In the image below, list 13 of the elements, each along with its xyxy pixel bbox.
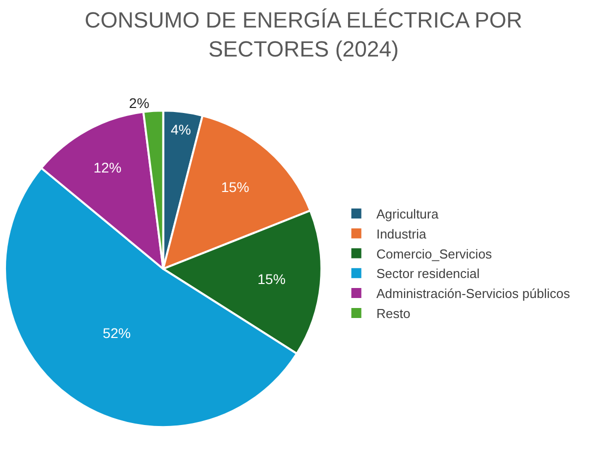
data-label: 15%: [221, 179, 250, 196]
chart-title: CONSUMO DE ENERGÍA ELÉCTRICA POR SECTORES (2024): [84, 8, 522, 62]
legend-label: Resto: [376, 306, 410, 322]
data-label: 52%: [102, 324, 131, 341]
data-label: 2%: [129, 94, 150, 111]
legend-label: Agricultura: [376, 206, 440, 222]
legend-label: Comercio_Servicios: [376, 246, 492, 262]
data-label: 12%: [93, 160, 122, 176]
legend-label: Industria: [376, 226, 427, 242]
data-label: 15%: [258, 271, 286, 288]
legend-label: Sector residencial: [376, 266, 480, 282]
data-label: 4%: [170, 121, 191, 138]
legend-label: Administración-Servicios públicos: [376, 286, 570, 302]
